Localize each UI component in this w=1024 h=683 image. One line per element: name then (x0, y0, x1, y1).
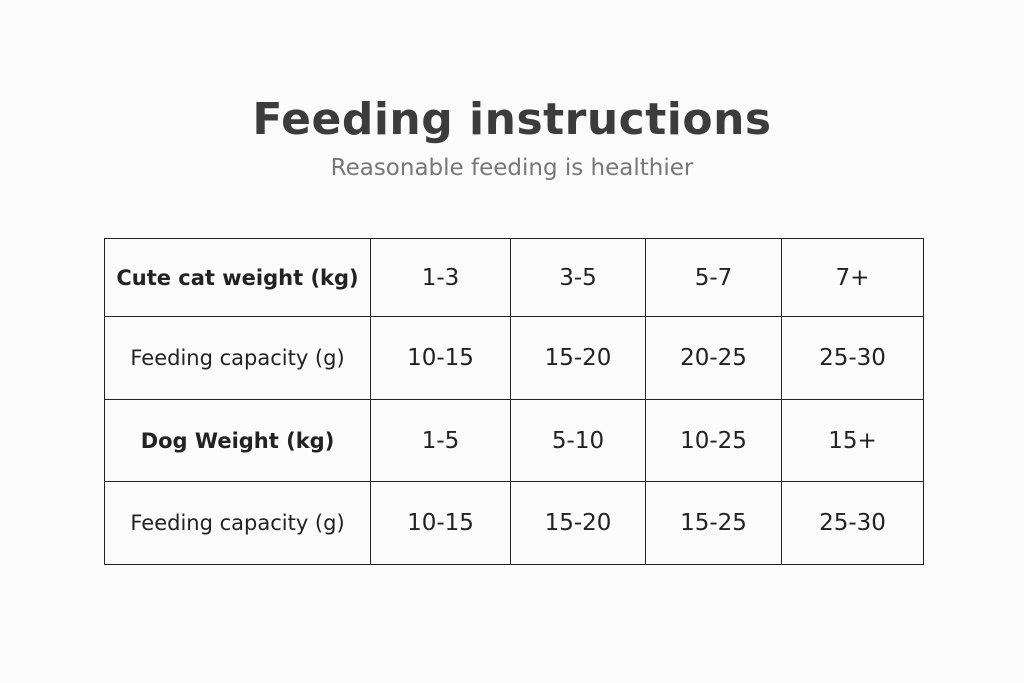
table-cell: 5-10 (510, 399, 646, 482)
table-cell: 15+ (781, 399, 924, 482)
row-label-cat-weight: Cute cat weight (kg) (104, 238, 371, 317)
table-cell: 3-5 (510, 238, 646, 317)
table-cell: 7+ (781, 238, 924, 317)
table-cell: 1-5 (370, 399, 511, 482)
table-cell: 10-15 (370, 481, 511, 565)
page-title: Feeding instructions (252, 94, 772, 145)
table-cell: 20-25 (645, 316, 782, 400)
row-label-dog-feeding: Feeding capacity (g) (104, 481, 371, 565)
table-cell: 15-25 (645, 481, 782, 565)
page-subtitle: Reasonable feeding is healthier (330, 155, 694, 181)
table-row-dog-feeding: Feeding capacity (g) 10-15 15-20 15-25 2… (104, 481, 924, 565)
table-cell: 10-25 (645, 399, 782, 482)
table-cell: 1-3 (370, 238, 511, 317)
feeding-table: Cute cat weight (kg) 1-3 3-5 5-7 7+ Feed… (104, 238, 924, 565)
table-row-cat-feeding: Feeding capacity (g) 10-15 15-20 20-25 2… (104, 316, 924, 400)
table-cell: 5-7 (645, 238, 782, 317)
row-label-cat-feeding: Feeding capacity (g) (104, 316, 371, 400)
table-cell: 15-20 (510, 316, 646, 400)
table-row-cat-weight: Cute cat weight (kg) 1-3 3-5 5-7 7+ (104, 238, 924, 317)
table-cell: 10-15 (370, 316, 511, 400)
table-cell: 25-30 (781, 481, 924, 565)
table-cell: 15-20 (510, 481, 646, 565)
row-label-dog-weight: Dog Weight (kg) (104, 399, 371, 482)
table-row-dog-weight: Dog Weight (kg) 1-5 5-10 10-25 15+ (104, 399, 924, 482)
table-cell: 25-30 (781, 316, 924, 400)
